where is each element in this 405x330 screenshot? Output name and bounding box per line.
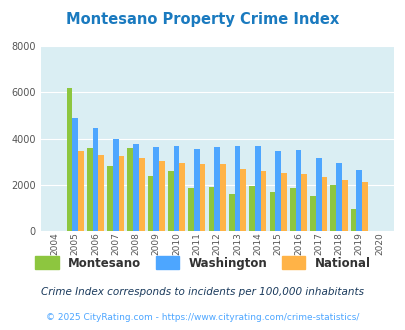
Bar [66,88,72,231]
Bar [214,147,220,231]
Bar [92,128,98,231]
Bar [113,139,118,231]
Bar [107,166,113,231]
Bar [260,171,266,231]
Text: Crime Index corresponds to incidents per 100,000 inhabitants: Crime Index corresponds to incidents per… [41,287,364,297]
Bar [98,155,104,231]
Bar [199,164,205,231]
Bar [168,171,173,231]
Bar [249,186,254,231]
Bar [280,173,286,231]
Bar [301,174,306,231]
Bar [220,164,225,231]
Bar [269,192,275,231]
Bar [72,118,78,231]
Bar [194,149,199,231]
Bar [118,156,124,231]
Bar [275,151,280,231]
Bar [330,185,335,231]
Bar [87,148,92,231]
Bar [179,163,185,231]
Bar [240,169,245,231]
Bar [127,148,133,231]
Bar [208,187,214,231]
Bar [188,188,194,231]
Legend: Montesano, Washington, National: Montesano, Washington, National [30,252,375,274]
Bar [254,146,260,231]
Bar [234,146,240,231]
Bar [295,150,301,231]
Bar [78,151,83,231]
Bar [147,176,153,231]
Bar [153,147,159,231]
Bar [356,170,361,231]
Bar [228,194,234,231]
Bar [309,196,315,231]
Bar [289,188,295,231]
Bar [173,146,179,231]
Bar [350,209,356,231]
Bar [361,182,367,231]
Text: Montesano Property Crime Index: Montesano Property Crime Index [66,12,339,26]
Text: © 2025 CityRating.com - https://www.cityrating.com/crime-statistics/: © 2025 CityRating.com - https://www.city… [46,313,359,322]
Bar [159,160,164,231]
Bar [315,158,321,231]
Bar [139,158,144,231]
Bar [335,163,341,231]
Bar [321,177,326,231]
Bar [133,145,139,231]
Bar [341,180,347,231]
